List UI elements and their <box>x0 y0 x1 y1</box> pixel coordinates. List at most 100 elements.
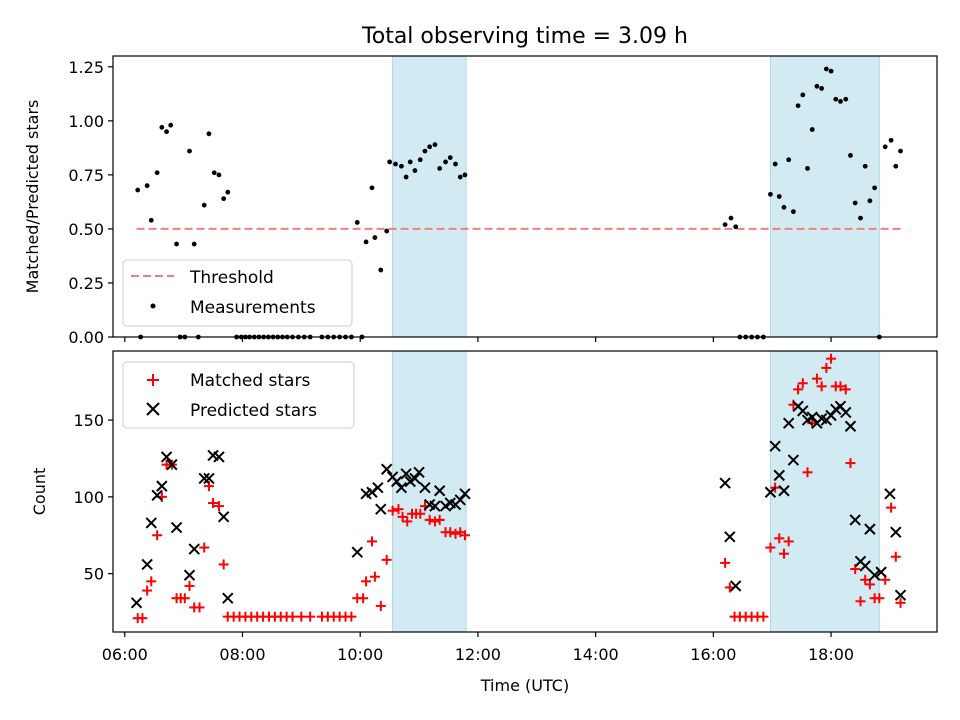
bottom-y-tick-label: 100 <box>73 488 104 507</box>
measurement-point <box>722 222 728 228</box>
measurement-point <box>768 191 773 197</box>
measurement-point <box>828 68 834 74</box>
matched-star-point <box>826 353 837 364</box>
bottom-axes-frame <box>112 350 938 633</box>
matched-star-point <box>381 554 392 565</box>
predicted-star-point-b <box>151 489 163 502</box>
predicted-star-point <box>400 468 412 480</box>
matched-star-point <box>213 501 224 512</box>
measurement-point <box>363 239 369 245</box>
predicted-star-point-b <box>207 449 219 462</box>
bottom-legend: Matched stars Predicted stars <box>122 361 355 429</box>
measurement-point <box>800 92 806 98</box>
top-y-tick-label: 0.25 <box>68 274 104 293</box>
predicted-star-point <box>724 531 736 543</box>
predicted-star-point <box>773 469 785 482</box>
measurement-point <box>148 217 154 223</box>
predicted-star-point-b <box>884 488 896 500</box>
matched-star-point <box>152 530 163 541</box>
predicted-star-point <box>875 566 887 578</box>
legend-threshold-label: Threshold <box>189 268 274 288</box>
measurement-point <box>135 187 141 193</box>
predicted-star-point-b <box>375 503 387 515</box>
matched-star-point <box>393 504 404 515</box>
predicted-star-point <box>429 500 441 512</box>
measurement-point <box>399 163 404 169</box>
predicted-star-point-b <box>372 481 384 494</box>
matched-star-point <box>864 579 875 590</box>
predicted-star-point-b <box>840 406 852 419</box>
measurement-point <box>893 163 899 169</box>
predicted-star-point-b <box>429 500 441 512</box>
matched-star-point <box>758 611 769 622</box>
predicted-star-point-b <box>787 454 800 466</box>
predicted-star-point <box>222 592 234 604</box>
matched-star-point <box>434 514 445 525</box>
predicted-star-point-b <box>423 498 436 511</box>
top-axes-frame <box>112 55 938 338</box>
bottom-panel: 50 100 150 06:00 08:00 10:00 12:00 14:00 16:00 1… <box>30 350 938 695</box>
predicted-star-point-b <box>806 411 818 423</box>
predicted-star-point-b <box>213 451 225 463</box>
x-tick-label: 06:00 <box>102 645 148 664</box>
predicted-star-point <box>188 543 200 555</box>
top-legend: Threshold Measurements <box>122 259 353 327</box>
matched-star-point <box>137 613 148 624</box>
measurement-point <box>790 209 796 215</box>
x-tick-label: 12:00 <box>455 645 501 664</box>
predicted-star-point <box>787 454 800 466</box>
matched-star-point <box>821 362 832 373</box>
x-tick-label: 14:00 <box>573 645 619 664</box>
matched-star-point <box>855 596 866 607</box>
matched-star-point <box>459 530 470 541</box>
predicted-star-point-b <box>815 412 828 425</box>
matched-star-point <box>450 528 461 539</box>
predicted-star-point-b <box>724 531 736 543</box>
bottom-y-axis-label: Count <box>30 468 49 516</box>
measurement-point <box>174 241 179 247</box>
measurement-point <box>369 185 375 191</box>
predicted-star-point <box>844 420 857 432</box>
x-tick-label: 10:00 <box>337 645 383 664</box>
measurement-point <box>211 170 217 176</box>
predicted-star-point-b <box>433 485 446 497</box>
measurement-point <box>795 103 801 109</box>
matched-star-point <box>797 378 808 389</box>
measurement-point <box>443 159 448 165</box>
measurement-point <box>206 131 212 137</box>
measurement-point <box>867 198 873 204</box>
predicted-star-point <box>849 514 861 526</box>
matched-star-point <box>287 611 298 622</box>
predicted-star-point-b <box>217 511 230 523</box>
x-tick-label: 08:00 <box>219 645 265 664</box>
top-panel: 0.00 0.25 0.50 0.75 1.00 1.25 Matched/Predict… <box>23 55 938 347</box>
predicted-star-point-b <box>844 420 857 432</box>
predicted-star-point <box>730 580 742 592</box>
measurement-point <box>372 235 378 240</box>
predicted-star-point-b <box>141 558 153 571</box>
measurement-point <box>457 174 463 180</box>
x-axis-label: Time (UTC) <box>480 676 569 695</box>
measurement-point <box>805 166 810 171</box>
predicted-star-point <box>890 526 902 538</box>
matched-star-point <box>778 548 789 559</box>
top-y-ticks: 0.00 0.25 0.50 0.75 1.00 1.25 <box>68 58 113 347</box>
measurement-point <box>852 200 858 206</box>
predicted-star-point-b <box>203 472 215 485</box>
predicted-star-point-b <box>719 477 731 489</box>
predicted-star-point-b <box>351 546 363 558</box>
measurement-point <box>159 124 165 130</box>
measurement-point <box>882 144 888 150</box>
predicted-star-point <box>894 589 907 601</box>
measurement-point <box>833 96 839 102</box>
predicted-star-point-b <box>400 468 412 480</box>
matched-star-point <box>199 542 210 553</box>
predicted-star-point <box>166 458 178 471</box>
matched-star-point <box>361 576 372 587</box>
measurement-point <box>201 202 207 208</box>
predicted-star-point-b <box>868 569 881 581</box>
predicted-star-point <box>213 451 225 463</box>
predicted-star-point <box>884 488 896 500</box>
predicted-star-point <box>868 569 881 581</box>
matched-star-point <box>816 381 827 392</box>
